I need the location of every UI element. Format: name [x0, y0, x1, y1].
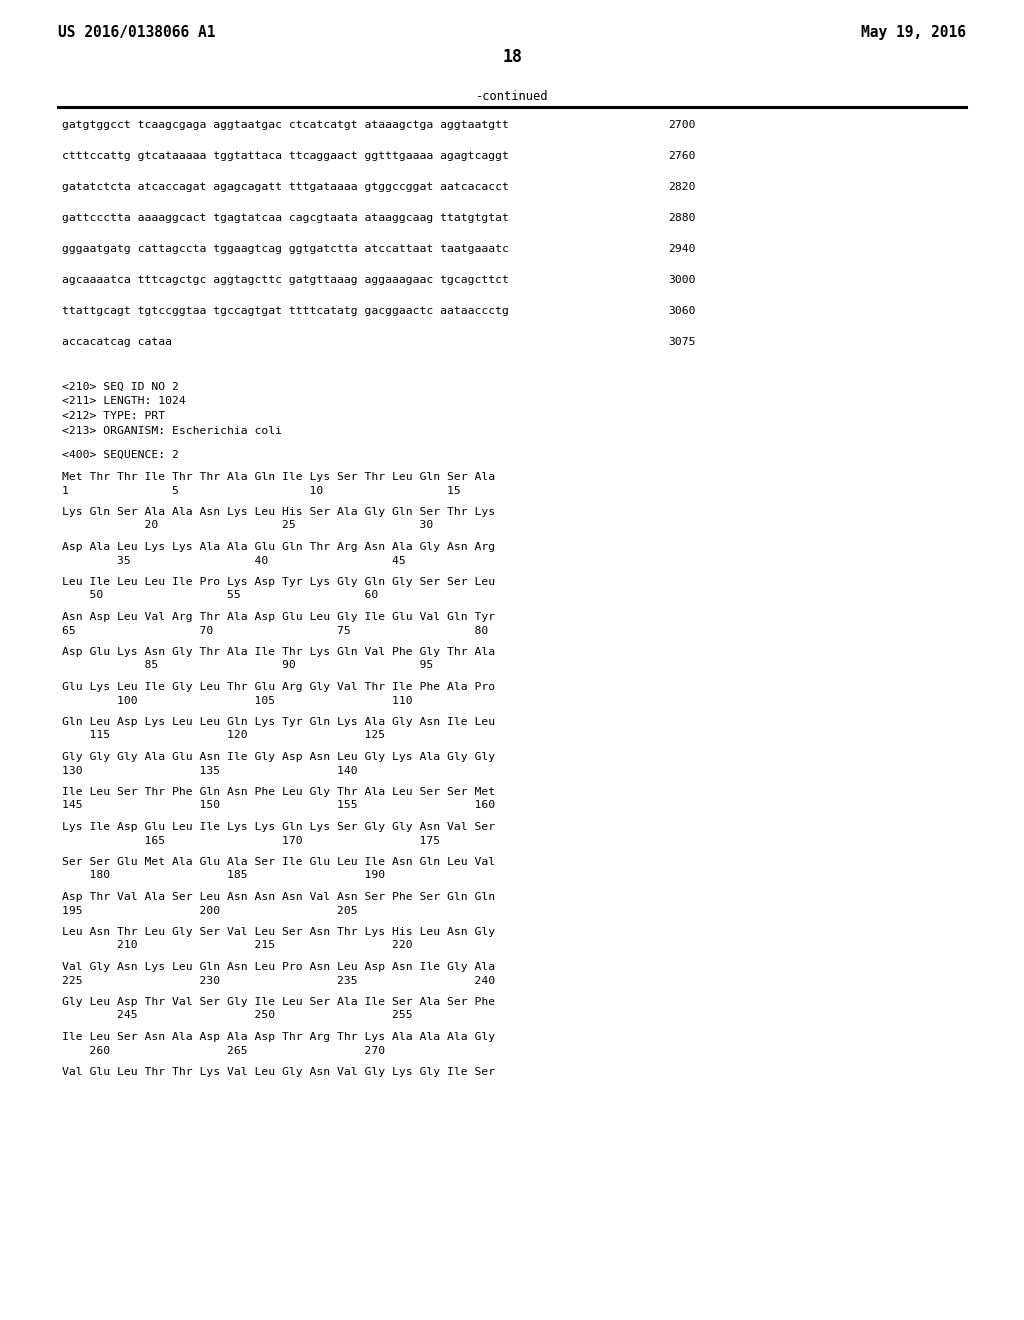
Text: Val Gly Asn Lys Leu Gln Asn Leu Pro Asn Leu Asp Asn Ile Gly Ala: Val Gly Asn Lys Leu Gln Asn Leu Pro Asn …	[62, 962, 496, 972]
Text: Gly Gly Gly Ala Glu Asn Ile Gly Asp Asn Leu Gly Lys Ala Gly Gly: Gly Gly Gly Ala Glu Asn Ile Gly Asp Asn …	[62, 752, 496, 762]
Text: 1               5                   10                  15: 1 5 10 15	[62, 486, 461, 495]
Text: 210                 215                 220: 210 215 220	[62, 940, 413, 950]
Text: Met Thr Thr Ile Thr Thr Ala Gln Ile Lys Ser Thr Leu Gln Ser Ala: Met Thr Thr Ile Thr Thr Ala Gln Ile Lys …	[62, 473, 496, 482]
Text: 2820: 2820	[668, 182, 695, 191]
Text: agcaaaatca tttcagctgc aggtagcttc gatgttaaag aggaaagaac tgcagcttct: agcaaaatca tttcagctgc aggtagcttc gatgtta…	[62, 275, 509, 285]
Text: US 2016/0138066 A1: US 2016/0138066 A1	[58, 25, 215, 40]
Text: <400> SEQUENCE: 2: <400> SEQUENCE: 2	[62, 450, 179, 459]
Text: Ile Leu Ser Thr Phe Gln Asn Phe Leu Gly Thr Ala Leu Ser Ser Met: Ile Leu Ser Thr Phe Gln Asn Phe Leu Gly …	[62, 787, 496, 797]
Text: Leu Asn Thr Leu Gly Ser Val Leu Ser Asn Thr Lys His Leu Asn Gly: Leu Asn Thr Leu Gly Ser Val Leu Ser Asn …	[62, 927, 496, 937]
Text: Ile Leu Ser Asn Ala Asp Ala Asp Thr Arg Thr Lys Ala Ala Ala Gly: Ile Leu Ser Asn Ala Asp Ala Asp Thr Arg …	[62, 1032, 496, 1041]
Text: 100                 105                 110: 100 105 110	[62, 696, 413, 705]
Text: Lys Gln Ser Ala Ala Asn Lys Leu His Ser Ala Gly Gln Ser Thr Lys: Lys Gln Ser Ala Ala Asn Lys Leu His Ser …	[62, 507, 496, 517]
Text: 195                 200                 205: 195 200 205	[62, 906, 357, 916]
Text: 225                 230                 235                 240: 225 230 235 240	[62, 975, 496, 986]
Text: 18: 18	[502, 48, 522, 66]
Text: 260                 265                 270: 260 265 270	[62, 1045, 385, 1056]
Text: -continued: -continued	[476, 90, 548, 103]
Text: Asp Glu Lys Asn Gly Thr Ala Ile Thr Lys Gln Val Phe Gly Thr Ala: Asp Glu Lys Asn Gly Thr Ala Ile Thr Lys …	[62, 647, 496, 657]
Text: Val Glu Leu Thr Thr Lys Val Leu Gly Asn Val Gly Lys Gly Ile Ser: Val Glu Leu Thr Thr Lys Val Leu Gly Asn …	[62, 1067, 496, 1077]
Text: 2940: 2940	[668, 244, 695, 253]
Text: gggaatgatg cattagccta tggaagtcag ggtgatctta atccattaat taatgaaatc: gggaatgatg cattagccta tggaagtcag ggtgatc…	[62, 244, 509, 253]
Text: Leu Ile Leu Leu Ile Pro Lys Asp Tyr Lys Gly Gln Gly Ser Ser Leu: Leu Ile Leu Leu Ile Pro Lys Asp Tyr Lys …	[62, 577, 496, 587]
Text: gatgtggcct tcaagcgaga aggtaatgac ctcatcatgt ataaagctga aggtaatgtt: gatgtggcct tcaagcgaga aggtaatgac ctcatca…	[62, 120, 509, 129]
Text: <213> ORGANISM: Escherichia coli: <213> ORGANISM: Escherichia coli	[62, 425, 282, 436]
Text: Asp Thr Val Ala Ser Leu Asn Asn Asn Val Asn Ser Phe Ser Gln Gln: Asp Thr Val Ala Ser Leu Asn Asn Asn Val …	[62, 892, 496, 902]
Text: <212> TYPE: PRT: <212> TYPE: PRT	[62, 411, 165, 421]
Text: May 19, 2016: May 19, 2016	[861, 25, 966, 40]
Text: 85                  90                  95: 85 90 95	[62, 660, 433, 671]
Text: 2700: 2700	[668, 120, 695, 129]
Text: Lys Ile Asp Glu Leu Ile Lys Lys Gln Lys Ser Gly Gly Asn Val Ser: Lys Ile Asp Glu Leu Ile Lys Lys Gln Lys …	[62, 822, 496, 832]
Text: <210> SEQ ID NO 2: <210> SEQ ID NO 2	[62, 381, 179, 392]
Text: Asp Ala Leu Lys Lys Ala Ala Glu Gln Thr Arg Asn Ala Gly Asn Arg: Asp Ala Leu Lys Lys Ala Ala Glu Gln Thr …	[62, 543, 496, 552]
Text: 3000: 3000	[668, 275, 695, 285]
Text: 20                  25                  30: 20 25 30	[62, 520, 433, 531]
Text: accacatcag cataa: accacatcag cataa	[62, 337, 172, 347]
Text: Ser Ser Glu Met Ala Glu Ala Ser Ile Glu Leu Ile Asn Gln Leu Val: Ser Ser Glu Met Ala Glu Ala Ser Ile Glu …	[62, 857, 496, 867]
Text: 145                 150                 155                 160: 145 150 155 160	[62, 800, 496, 810]
Text: 3075: 3075	[668, 337, 695, 347]
Text: 50                  55                  60: 50 55 60	[62, 590, 378, 601]
Text: 130                 135                 140: 130 135 140	[62, 766, 357, 776]
Text: Asn Asp Leu Val Arg Thr Ala Asp Glu Leu Gly Ile Glu Val Gln Tyr: Asn Asp Leu Val Arg Thr Ala Asp Glu Leu …	[62, 612, 496, 622]
Text: Gly Leu Asp Thr Val Ser Gly Ile Leu Ser Ala Ile Ser Ala Ser Phe: Gly Leu Asp Thr Val Ser Gly Ile Leu Ser …	[62, 997, 496, 1007]
Text: 165                 170                 175: 165 170 175	[62, 836, 440, 846]
Text: ttattgcagt tgtccggtaa tgccagtgat ttttcatatg gacggaactc aataaccctg: ttattgcagt tgtccggtaa tgccagtgat ttttcat…	[62, 306, 509, 315]
Text: 115                 120                 125: 115 120 125	[62, 730, 385, 741]
Text: Gln Leu Asp Lys Leu Leu Gln Lys Tyr Gln Lys Ala Gly Asn Ile Leu: Gln Leu Asp Lys Leu Leu Gln Lys Tyr Gln …	[62, 717, 496, 727]
Text: <211> LENGTH: 1024: <211> LENGTH: 1024	[62, 396, 185, 407]
Text: 180                 185                 190: 180 185 190	[62, 870, 385, 880]
Text: gatatctcta atcaccagat agagcagatt tttgataaaa gtggccggat aatcacacct: gatatctcta atcaccagat agagcagatt tttgata…	[62, 182, 509, 191]
Text: ctttccattg gtcataaaaa tggtattaca ttcaggaact ggtttgaaaa agagtcaggt: ctttccattg gtcataaaaa tggtattaca ttcagga…	[62, 150, 509, 161]
Text: Glu Lys Leu Ile Gly Leu Thr Glu Arg Gly Val Thr Ile Phe Ala Pro: Glu Lys Leu Ile Gly Leu Thr Glu Arg Gly …	[62, 682, 496, 692]
Text: 2880: 2880	[668, 213, 695, 223]
Text: 35                  40                  45: 35 40 45	[62, 556, 406, 565]
Text: 65                  70                  75                  80: 65 70 75 80	[62, 626, 488, 635]
Text: gattccctta aaaaggcact tgagtatcaa cagcgtaata ataaggcaag ttatgtgtat: gattccctta aaaaggcact tgagtatcaa cagcgta…	[62, 213, 509, 223]
Text: 3060: 3060	[668, 306, 695, 315]
Text: 2760: 2760	[668, 150, 695, 161]
Text: 245                 250                 255: 245 250 255	[62, 1011, 413, 1020]
